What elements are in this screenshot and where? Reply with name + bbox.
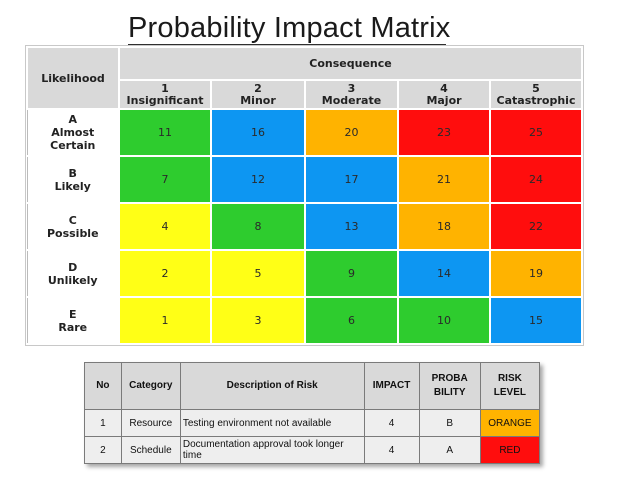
risk-score-cell: 10 bbox=[397, 296, 491, 345]
likelihood-label: Unlikely bbox=[47, 273, 98, 287]
risk-score-cell: 2 bbox=[118, 249, 212, 298]
risk-score-cell: 13 bbox=[304, 202, 399, 251]
risk-score-cell: 19 bbox=[489, 249, 583, 298]
likelihood-letter: A bbox=[68, 113, 77, 126]
header-risk-level: RISK LEVEL bbox=[479, 362, 541, 410]
row-risk-level: ORANGE bbox=[479, 409, 541, 437]
title-underline bbox=[128, 44, 446, 46]
risk-score-cell: 21 bbox=[397, 155, 491, 204]
risk-score-cell: 11 bbox=[118, 108, 212, 157]
likelihood-label: Rare bbox=[58, 320, 88, 334]
risk-score-cell: 15 bbox=[489, 296, 583, 345]
likelihood-row-header: B Likely bbox=[26, 155, 120, 204]
row-category: Schedule bbox=[120, 436, 181, 464]
likelihood-letter: B bbox=[68, 166, 77, 180]
likelihood-letter: E bbox=[68, 307, 77, 321]
col-num: 4 bbox=[440, 81, 448, 95]
likelihood-label: Possible bbox=[46, 226, 99, 240]
col-header-1: 1 Insignificant bbox=[118, 79, 212, 110]
row-no: 2 bbox=[84, 436, 122, 464]
row-no: 1 bbox=[84, 409, 122, 437]
likelihood-row-header: E Rare bbox=[26, 296, 120, 345]
row-probability: A bbox=[418, 436, 481, 464]
header-risk-level-line1: RISK bbox=[497, 373, 522, 384]
row-description: Documentation approval took longer time bbox=[179, 436, 365, 464]
risk-score-cell: 8 bbox=[210, 202, 306, 251]
risk-score-cell: 4 bbox=[118, 202, 212, 251]
page-title: Probability Impact Matrix bbox=[128, 12, 451, 44]
matrix-row: D Unlikely 2 5 9 14 19 bbox=[26, 249, 583, 298]
risk-score-cell: 20 bbox=[304, 108, 399, 157]
col-label: Insignificant bbox=[126, 93, 204, 107]
col-num: 2 bbox=[254, 81, 262, 95]
row-category: Resource bbox=[120, 409, 181, 437]
row-risk-level: RED bbox=[479, 436, 541, 464]
header-probability-line1: PROBA bbox=[431, 373, 468, 384]
risk-score-cell: 22 bbox=[489, 202, 583, 251]
matrix-row: A Almost Certain 11 16 20 23 25 bbox=[26, 108, 583, 157]
matrix-row: E Rare 1 3 6 10 15 bbox=[26, 296, 583, 345]
col-num: 5 bbox=[532, 81, 540, 95]
col-header-2: 2 Minor bbox=[210, 79, 306, 110]
header-probability-line2: BILITY bbox=[433, 387, 466, 398]
table-row: 2 Schedule Documentation approval took l… bbox=[84, 436, 541, 464]
row-impact: 4 bbox=[363, 409, 420, 437]
col-label: Moderate bbox=[321, 93, 382, 107]
header-no: No bbox=[84, 362, 122, 410]
likelihood-row-header: A Almost Certain bbox=[26, 108, 120, 157]
likelihood-row-header: C Possible bbox=[26, 202, 120, 251]
header-category: Category bbox=[120, 362, 181, 410]
row-description: Testing environment not available bbox=[179, 409, 365, 437]
matrix-row: C Possible 4 8 13 18 22 bbox=[26, 202, 583, 251]
risk-register-table: No Category Description of Risk IMPACT P… bbox=[84, 362, 541, 464]
likelihood-letter: C bbox=[68, 213, 77, 227]
col-header-4: 4 Major bbox=[397, 79, 491, 110]
header-impact: IMPACT bbox=[363, 362, 420, 410]
risk-score-cell: 17 bbox=[304, 155, 399, 204]
col-label: Catastrophic bbox=[496, 93, 576, 107]
col-header-5: 5 Catastrophic bbox=[489, 79, 583, 110]
likelihood-header: Likelihood bbox=[26, 46, 120, 110]
col-num: 1 bbox=[161, 81, 169, 95]
risk-score-cell: 23 bbox=[397, 108, 491, 157]
col-header-3: 3 Moderate bbox=[304, 79, 399, 110]
risk-score-cell: 25 bbox=[489, 108, 583, 157]
matrix-row: B Likely 7 12 17 21 24 bbox=[26, 155, 583, 204]
header-probability: PROBA BILITY bbox=[418, 362, 481, 410]
risk-score-cell: 16 bbox=[210, 108, 306, 157]
header-risk-level-line2: LEVEL bbox=[493, 387, 526, 398]
description-line2: time bbox=[182, 450, 202, 461]
risk-score-cell: 3 bbox=[210, 296, 306, 345]
risk-score-cell: 6 bbox=[304, 296, 399, 345]
likelihood-row-header: D Unlikely bbox=[26, 249, 120, 298]
risk-score-cell: 12 bbox=[210, 155, 306, 204]
risk-score-cell: 24 bbox=[489, 155, 583, 204]
likelihood-letter: D bbox=[68, 260, 78, 274]
risk-score-cell: 5 bbox=[210, 249, 306, 298]
description-line1: Testing environment not available bbox=[182, 417, 332, 429]
risk-score-cell: 18 bbox=[397, 202, 491, 251]
description-line1: Documentation approval took longer bbox=[182, 439, 344, 450]
likelihood-label: Likely bbox=[54, 179, 91, 193]
col-num: 3 bbox=[347, 81, 356, 95]
risk-score-cell: 7 bbox=[118, 155, 212, 204]
consequence-header: Consequence bbox=[118, 46, 583, 81]
col-label: Major bbox=[426, 93, 462, 107]
header-description: Description of Risk bbox=[179, 362, 365, 410]
col-label: Minor bbox=[240, 93, 276, 107]
likelihood-label: Almost bbox=[51, 126, 95, 139]
row-impact: 4 bbox=[363, 436, 420, 464]
risk-score-cell: 9 bbox=[304, 249, 399, 298]
risk-score-cell: 1 bbox=[118, 296, 212, 345]
likelihood-label2: Certain bbox=[50, 139, 96, 152]
table-row: 1 Resource Testing environment not avail… bbox=[84, 409, 541, 437]
row-probability: B bbox=[418, 409, 481, 437]
risk-score-cell: 14 bbox=[397, 249, 491, 298]
